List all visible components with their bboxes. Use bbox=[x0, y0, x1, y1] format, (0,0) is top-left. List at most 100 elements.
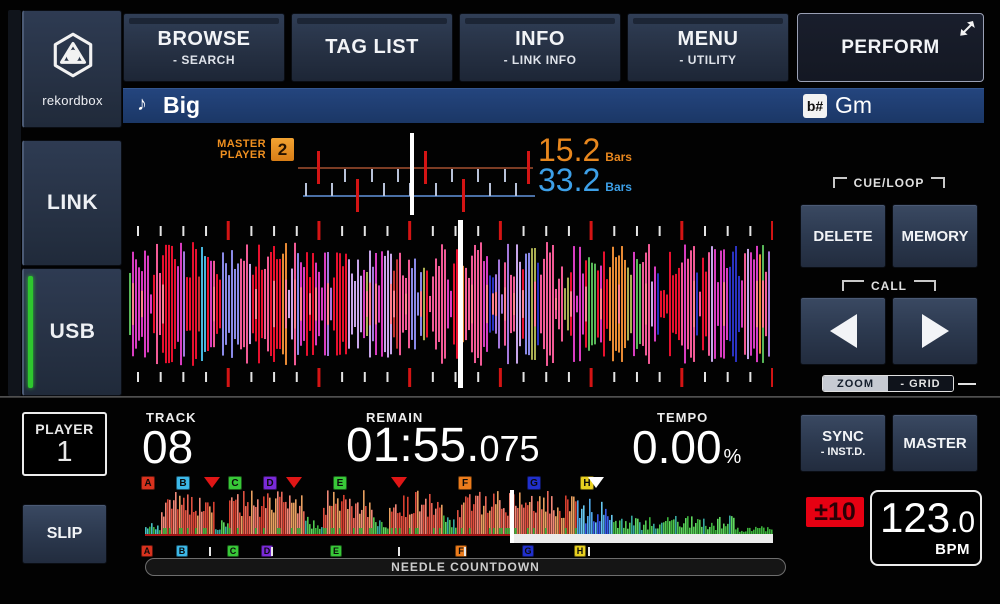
ruler-line-local bbox=[303, 195, 535, 197]
button-highlight bbox=[465, 18, 615, 24]
bpm-value: 123 .0 bbox=[880, 494, 976, 541]
tempo-value: 0.00% bbox=[632, 421, 742, 473]
hot-cue-marker-e[interactable]: E bbox=[333, 476, 347, 490]
ruler-beat-tick bbox=[477, 169, 479, 182]
track-label: TRACK bbox=[146, 410, 197, 425]
red-triangle-marker[interactable] bbox=[204, 477, 220, 488]
ruler-beat-tick bbox=[435, 183, 437, 196]
cue-tick-marker[interactable] bbox=[398, 547, 400, 556]
hot-cue-marker-c[interactable]: C bbox=[228, 476, 242, 490]
link-label: LINK bbox=[47, 191, 98, 214]
ruler-beat-tick bbox=[515, 183, 517, 196]
ruler-red-tick bbox=[356, 179, 359, 212]
top-nav: BROWSE - SEARCH TAG LIST INFO - LINK INFO MEN… bbox=[123, 13, 789, 82]
red-triangle-marker[interactable] bbox=[286, 477, 302, 488]
key-badge-icon: b# bbox=[803, 94, 827, 118]
call-group-label: CALL bbox=[800, 279, 978, 293]
ruler-red-tick bbox=[424, 151, 427, 184]
track-number: 08 bbox=[142, 421, 194, 473]
music-note-icon: ♪ bbox=[137, 93, 147, 115]
track-title-bar: ♪ Big b# Gm bbox=[123, 88, 984, 123]
sidebar-item-usb[interactable]: USB bbox=[22, 268, 122, 396]
ruler-red-tick bbox=[317, 151, 320, 184]
nav-button-info[interactable]: INFO - LINK INFO bbox=[459, 13, 621, 82]
sidebar-edge bbox=[8, 10, 21, 396]
hot-cue-marker-e[interactable]: E bbox=[330, 545, 342, 557]
player-number-box: PLAYER 1 bbox=[22, 412, 107, 476]
master-player-number: 2 bbox=[271, 138, 294, 161]
sidebar-item-link[interactable]: LINK bbox=[22, 140, 122, 266]
memory-button[interactable]: MEMORY bbox=[892, 204, 978, 268]
usb-label: USB bbox=[49, 320, 96, 343]
ruler-beat-tick bbox=[305, 183, 307, 196]
ruler-beat-tick bbox=[504, 169, 506, 182]
button-highlight bbox=[129, 18, 279, 24]
main-waveform-display[interactable] bbox=[127, 218, 773, 390]
remain-label: REMAIN bbox=[366, 410, 424, 425]
tempo-label: TEMPO bbox=[657, 410, 709, 425]
hot-cue-marker-g[interactable]: G bbox=[527, 476, 541, 490]
slip-button[interactable]: SLIP bbox=[22, 504, 107, 564]
arrow-left-icon bbox=[829, 314, 857, 348]
sync-button[interactable]: SYNC - INST.D. bbox=[800, 414, 886, 472]
nav-button-label: MENU bbox=[677, 28, 739, 50]
master-bars-value: 15.2 Bars bbox=[538, 132, 632, 168]
ruler-red-tick bbox=[527, 151, 530, 184]
master-button[interactable]: MASTER bbox=[892, 414, 978, 472]
ruler-beat-tick bbox=[371, 169, 373, 182]
ruler-beat-tick bbox=[489, 183, 491, 196]
button-highlight bbox=[633, 18, 783, 24]
ruler-red-tick bbox=[462, 179, 465, 212]
red-triangle-marker[interactable] bbox=[391, 477, 407, 488]
ruler-playhead bbox=[410, 133, 414, 215]
ruler-beat-tick bbox=[331, 183, 333, 196]
cue-tick-marker[interactable] bbox=[209, 547, 211, 556]
nav-button-sublabel: - LINK INFO bbox=[503, 53, 577, 67]
nav-button-label: INFO bbox=[515, 28, 565, 50]
grid-dash bbox=[958, 383, 976, 385]
nav-button-menu[interactable]: MENU - UTILITY bbox=[627, 13, 789, 82]
perform-button[interactable]: PERFORM bbox=[797, 13, 984, 82]
ruler-beat-tick bbox=[451, 169, 453, 182]
ruler-beat-tick bbox=[344, 169, 346, 182]
hot-cue-marker-c[interactable]: C bbox=[227, 545, 239, 557]
cue-tick-marker[interactable] bbox=[588, 547, 590, 556]
grid-mode-label: - GRID bbox=[888, 376, 953, 391]
white-triangle-marker[interactable] bbox=[588, 477, 604, 488]
overview-waveform-display[interactable] bbox=[145, 490, 773, 544]
sidebar-item-rekordbox[interactable]: rekordbox bbox=[22, 10, 122, 128]
hot-cue-marker-f[interactable]: F bbox=[458, 476, 472, 490]
hot-cue-marker-a[interactable]: A bbox=[141, 476, 155, 490]
nav-button-tag-list[interactable]: TAG LIST bbox=[291, 13, 453, 82]
arrow-right-icon bbox=[921, 314, 949, 348]
hot-cue-marker-g[interactable]: G bbox=[522, 545, 534, 557]
master-player-label: MASTER PLAYER bbox=[217, 138, 266, 161]
hot-cue-marker-d[interactable]: D bbox=[263, 476, 277, 490]
delete-button[interactable]: DELETE bbox=[800, 204, 886, 268]
zoom-grid-toggle[interactable]: ZOOM - GRID bbox=[822, 375, 954, 392]
usb-active-indicator bbox=[28, 276, 33, 388]
cue-loop-group-label: CUE/LOOP bbox=[800, 176, 978, 190]
call-previous-button[interactable] bbox=[800, 297, 886, 365]
track-key: Gm bbox=[835, 92, 873, 118]
zoom-mode-label: ZOOM bbox=[823, 376, 888, 391]
section-divider bbox=[0, 396, 1000, 398]
nav-button-browse[interactable]: BROWSE - SEARCH bbox=[123, 13, 285, 82]
remain-time: 01:55. 075 bbox=[346, 419, 540, 472]
hot-cue-marker-b[interactable]: B bbox=[176, 545, 188, 557]
needle-countdown-indicator: NEEDLE COUNTDOWN bbox=[145, 558, 786, 576]
nav-button-sublabel: - SEARCH bbox=[172, 53, 235, 67]
hot-cue-marker-h[interactable]: H bbox=[574, 545, 586, 557]
bpm-unit-label: BPM bbox=[935, 541, 970, 558]
hot-cue-marker-a[interactable]: A bbox=[141, 545, 153, 557]
player-number: 1 bbox=[56, 436, 73, 468]
cue-tick-marker[interactable] bbox=[271, 547, 273, 556]
ruler-line-master bbox=[298, 167, 533, 169]
nav-button-label: TAG LIST bbox=[325, 36, 419, 58]
expand-arrows-icon bbox=[959, 20, 976, 42]
cue-tick-marker[interactable] bbox=[464, 547, 466, 556]
hot-cue-marker-b[interactable]: B bbox=[176, 476, 190, 490]
call-next-button[interactable] bbox=[892, 297, 978, 365]
